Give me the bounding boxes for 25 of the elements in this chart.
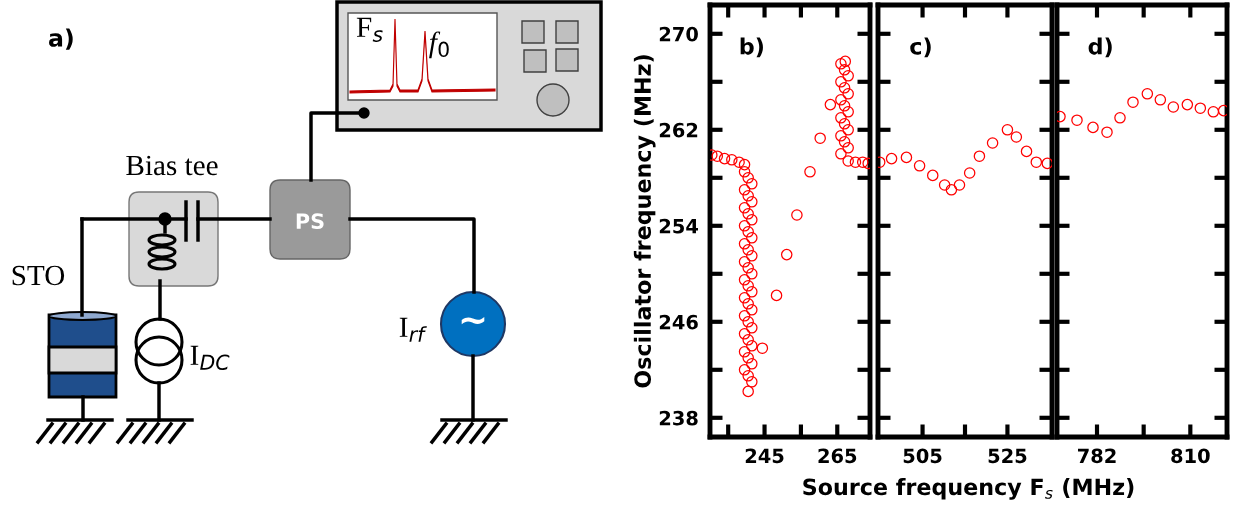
y-tick-label: 270 <box>659 26 698 42</box>
text: I$_{rf}$ <box>399 317 427 342</box>
text: b) <box>740 37 763 58</box>
text: f$_{0}$ <box>429 31 449 59</box>
text: PS <box>296 213 324 230</box>
text: c) <box>910 37 931 58</box>
text: Bias tee <box>126 155 218 176</box>
text: F$_{s}$ <box>356 17 383 42</box>
x-tick-label: 810 <box>1171 448 1210 464</box>
y-tick-label: 262 <box>659 122 698 138</box>
x-tick-label: 525 <box>988 448 1027 464</box>
x-tick-label: 782 <box>1078 448 1116 464</box>
text: ~ <box>461 316 485 325</box>
text: STO <box>12 265 65 286</box>
y-tick-label: 238 <box>659 410 698 426</box>
y-axis-title: Oscillator frequency (MHz) <box>633 55 656 388</box>
x-tick-label: 245 <box>745 448 784 464</box>
x-tick-label: 265 <box>818 448 857 464</box>
x-axis-title: Source frequency F$_{s}$ (MHz) <box>803 478 1134 500</box>
text: I$_{DC}$ <box>190 345 230 370</box>
text: a) <box>49 28 73 50</box>
x-tick-label: 505 <box>903 448 942 464</box>
text: d) <box>1088 37 1112 58</box>
y-tick-label: 246 <box>659 314 698 330</box>
y-tick-label: 254 <box>659 218 698 234</box>
